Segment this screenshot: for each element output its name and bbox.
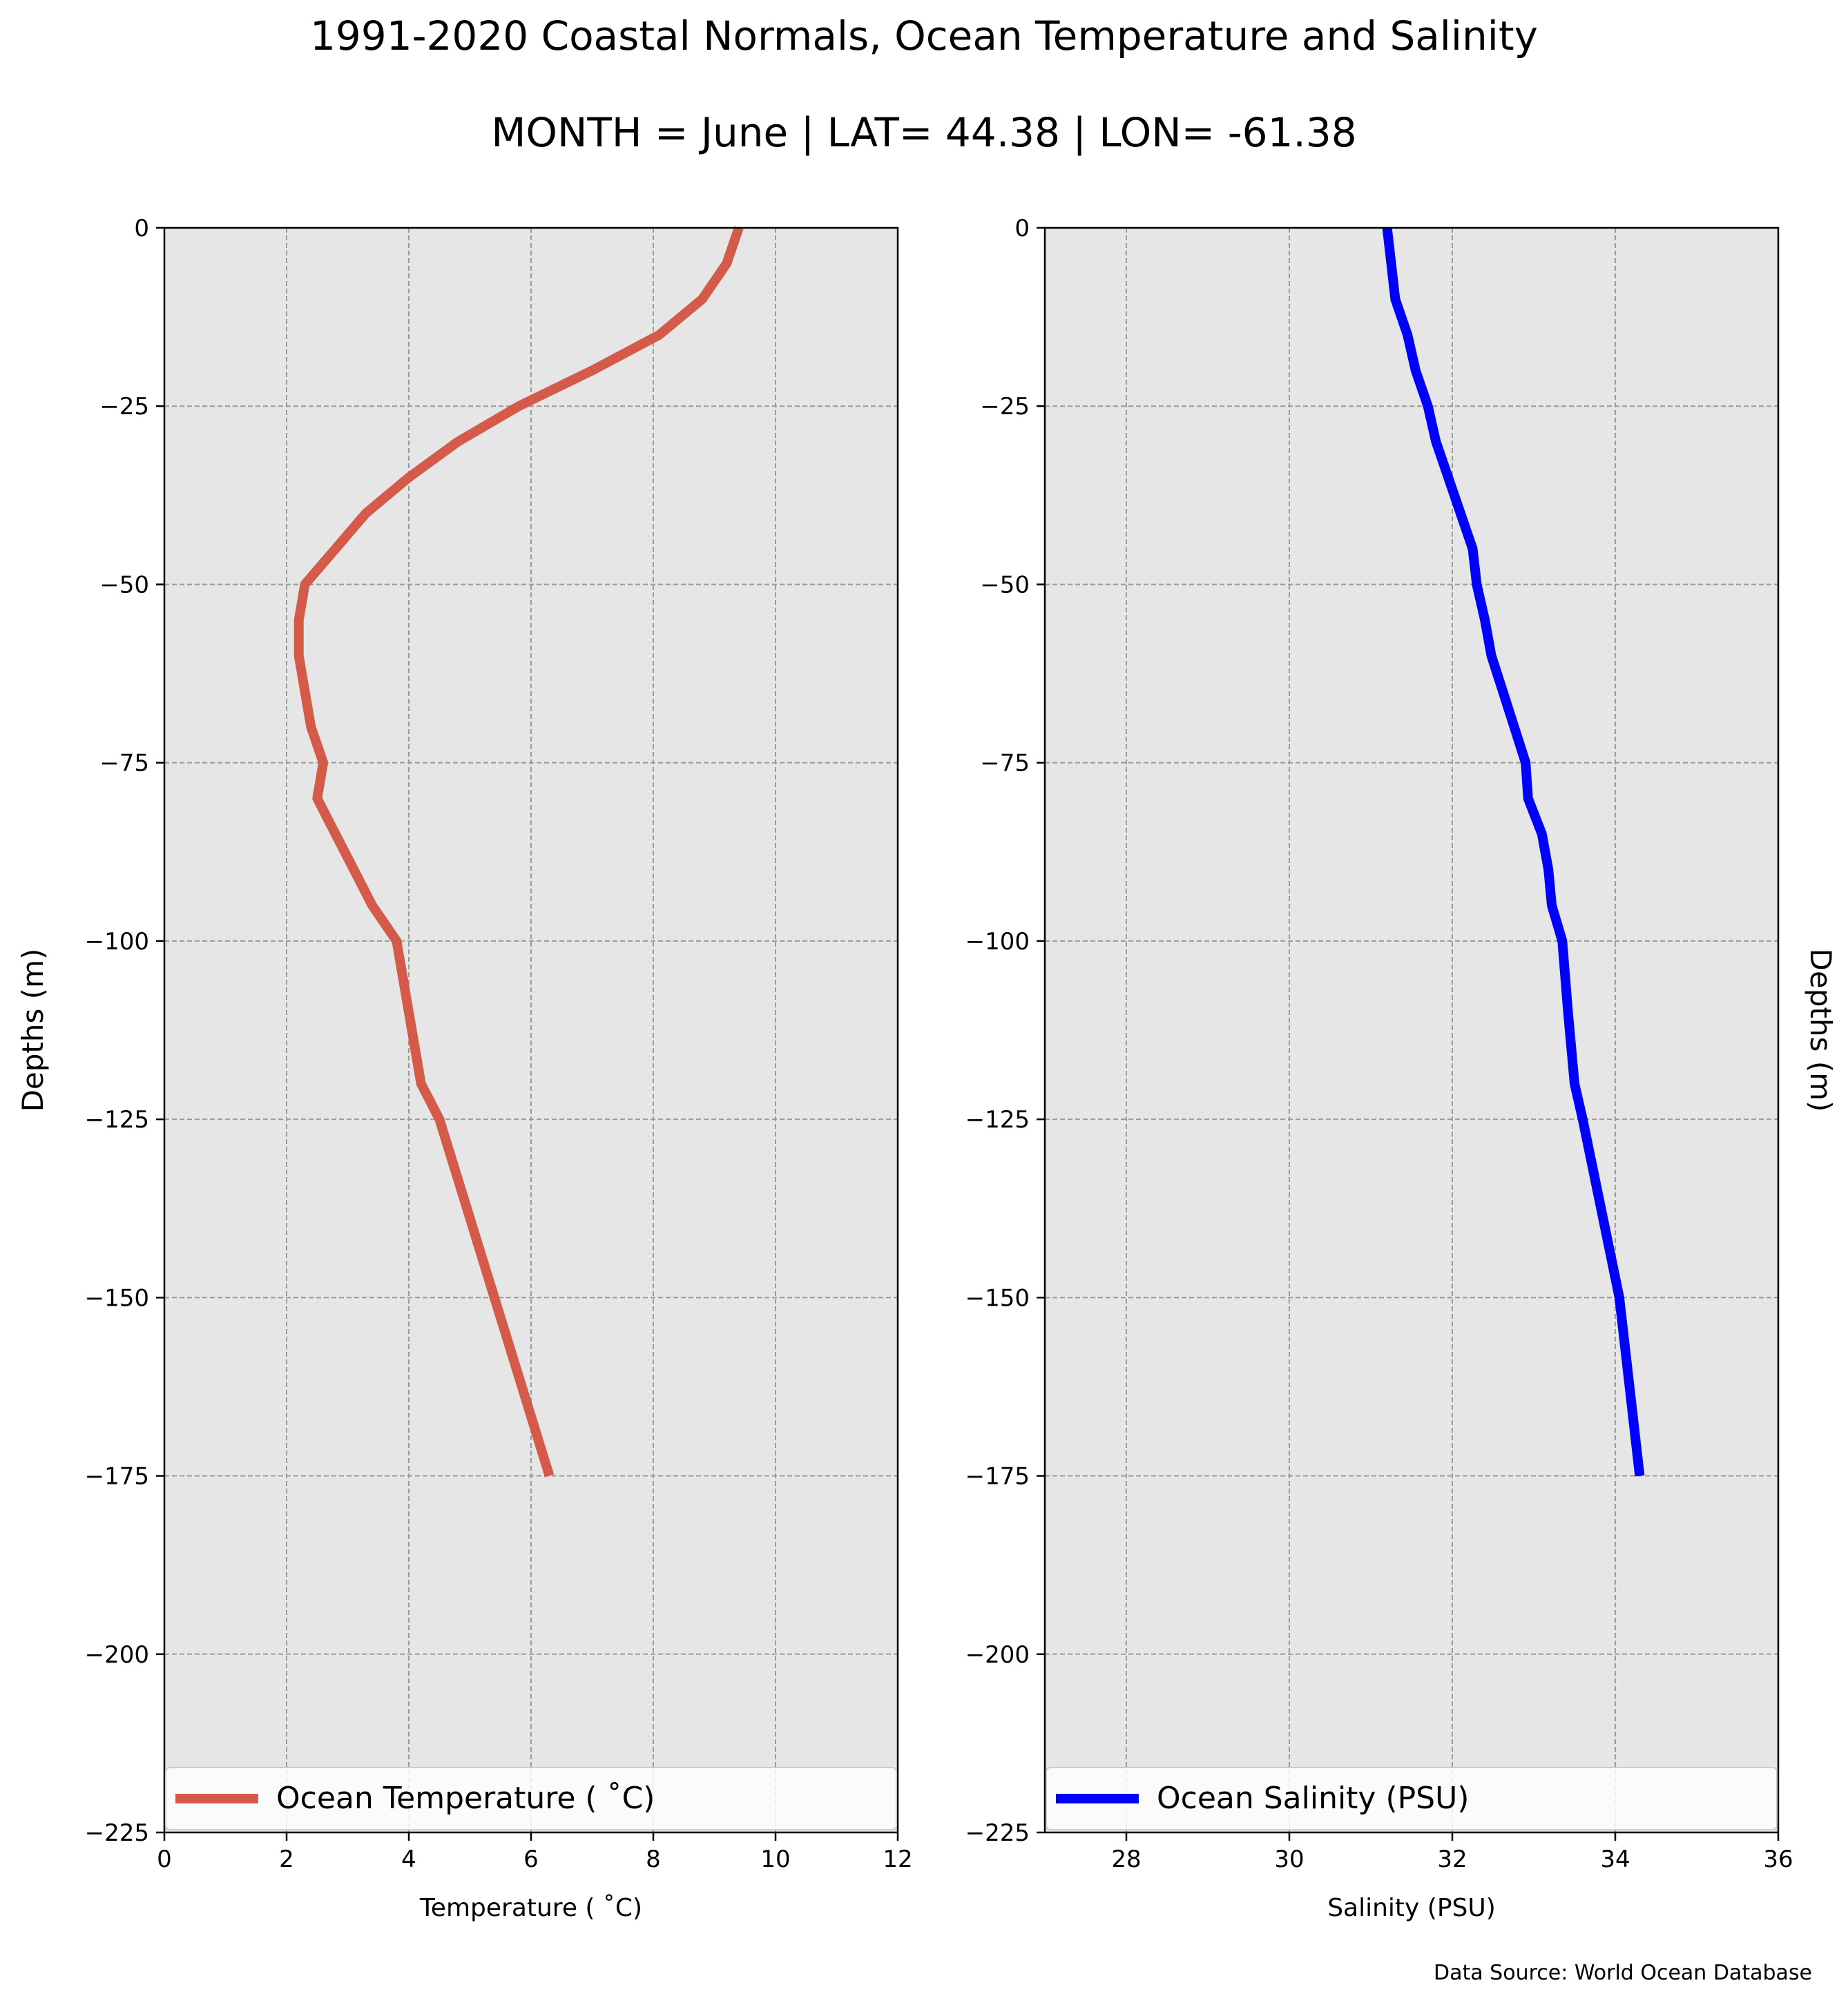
temperature-x-tick-label: 0 [157,1846,172,1873]
temperature-y-tick-label: −225 [85,1819,149,1847]
temperature-y-tick-label: −200 [85,1641,149,1669]
salinity-y-tick-label: −100 [965,928,1030,956]
temperature-x-tick-label: 12 [883,1846,912,1873]
salinity-x-axis-label: Salinity (PSU) [1327,1894,1496,1922]
temperature-panel: 0 2 4 6 8 10 12 0 −25 −50 −75 −100 −125 −150 −175 −200 −… [16,215,913,1922]
temperature-x-tick-label: 4 [401,1846,416,1873]
salinity-y-tick-label: −200 [965,1641,1030,1669]
temperature-x-tick-label: 8 [646,1846,661,1873]
salinity-axes-frame [1043,226,1780,1834]
salinity-x-tick-label: 30 [1274,1846,1304,1873]
salinity-panel: 28 30 32 34 36 0 −25 −50 −75 −100 −125 −150 −175 −200… [965,215,1838,1922]
salinity-y-tick-label: −125 [965,1106,1030,1134]
temperature-x-tick-label: 10 [760,1846,790,1873]
temperature-y-tick-label: −175 [85,1463,149,1491]
temperature-x-axis-label: Temperature ( ˚C) [419,1894,642,1922]
salinity-y-tick-label: 0 [1014,215,1030,242]
chart-subtitle: MONTH = June | LAT= 44.38 | LON= -61.38 [491,109,1357,156]
temperature-y-tick-label: −100 [85,928,149,956]
temperature-y-tick-label: 0 [134,215,149,242]
temperature-y-tick-label: −150 [85,1284,149,1312]
temperature-y-tick-label: −50 [99,571,149,599]
salinity-x-tick-label: 28 [1111,1846,1141,1873]
temperature-legend-box [165,1767,897,1830]
salinity-plot-background [1045,228,1778,1832]
data-source-note: Data Source: World Ocean Database [1434,1961,1812,1985]
temperature-x-tick-label: 6 [523,1846,539,1873]
temperature-series-line [293,226,744,1478]
salinity-y-tick-label: −75 [980,750,1030,777]
salinity-y-tick-label: −25 [980,393,1030,420]
salinity-y-tick-label: −50 [980,571,1030,599]
salinity-x-tick-label: 32 [1437,1846,1467,1873]
salinity-legend-label: Ocean Salinity (PSU) [1157,1781,1469,1816]
salinity-x-tick-label: 36 [1763,1846,1793,1873]
salinity-y-tick-label: −225 [965,1819,1030,1847]
salinity-y-tick-label: −150 [965,1284,1030,1312]
temperature-y-tick-label: −125 [85,1106,149,1134]
temperature-y-axis-label: Depths (m) [16,949,50,1112]
temperature-x-tick-label: 2 [279,1846,294,1873]
salinity-x-tick-label: 34 [1600,1846,1630,1873]
chart-title: 1991-2020 Coastal Normals, Ocean Tempera… [310,12,1538,59]
salinity-y-tick-label: −175 [965,1463,1030,1491]
temperature-legend: Ocean Temperature ( ˚C) [165,1767,897,1830]
salinity-y-axis-label: Depths (m) [1804,949,1838,1112]
salinity-legend: Ocean Salinity (PSU) [1046,1767,1778,1830]
temperature-y-tick-label: −75 [99,750,149,777]
salinity-legend-box [1046,1767,1778,1830]
salinity-series-line [1382,227,1645,1477]
temperature-y-tick-label: −25 [99,393,149,420]
temperature-legend-label: Ocean Temperature ( ˚C) [276,1781,655,1816]
